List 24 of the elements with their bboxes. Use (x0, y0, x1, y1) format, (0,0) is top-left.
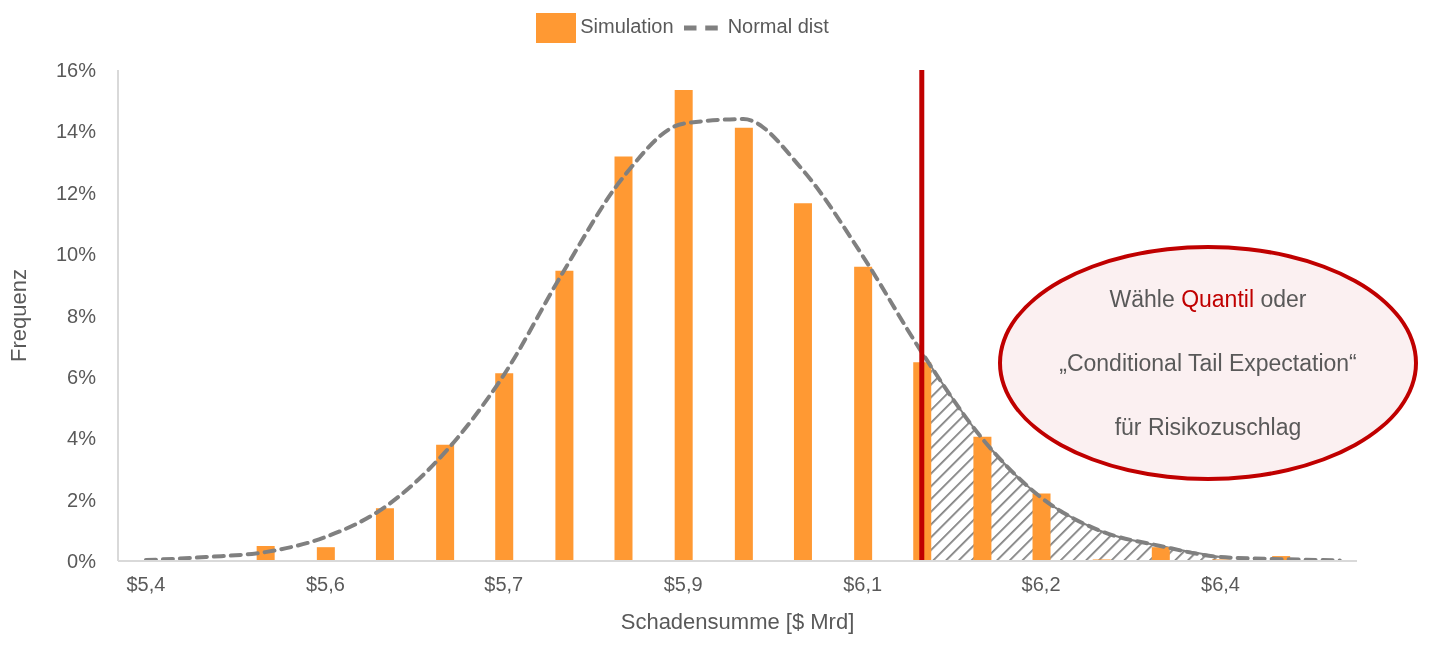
x-tick-label: $6,4 (1201, 573, 1240, 596)
legend-label: Normal dist (727, 15, 829, 38)
x-axis-title: Schadensumme [$ Mrd] (620, 609, 855, 634)
x-tick-label: $5,6 (305, 573, 345, 596)
y-tick-label: 0% (67, 550, 97, 573)
y-tick-label: 6% (67, 365, 97, 388)
y-tick-label: 4% (67, 427, 97, 450)
y-axis-title: Frequenz (5, 269, 31, 362)
annotation: Wähle Quantil oder (1109, 286, 1307, 312)
y-tick-label: 16% (55, 59, 97, 82)
x-tick-label: $5,7 (484, 573, 524, 596)
y-tick-label: 12% (55, 181, 97, 204)
x-tick-label: $5,4 (126, 573, 166, 596)
y-tick-label: 8% (67, 304, 97, 327)
y-tick-label: 10% (55, 243, 97, 266)
legend-label: Simulation (580, 15, 674, 38)
x-tick-label: $6,2 (1021, 573, 1061, 596)
x-tick-label: $6,1 (843, 573, 883, 596)
annotation: „Conditional Tail Expectation“ (1059, 349, 1357, 378)
x-tick-label: $5,9 (663, 573, 703, 596)
annotation: für Risikozuschlag (1114, 413, 1302, 442)
ellipse-callout: Wähle Quantil oder „Conditional Tail Expectation“ für Risikozuschlag (998, 245, 1418, 481)
y-tick-label: 14% (55, 120, 97, 143)
y-tick-label: 2% (67, 488, 97, 511)
